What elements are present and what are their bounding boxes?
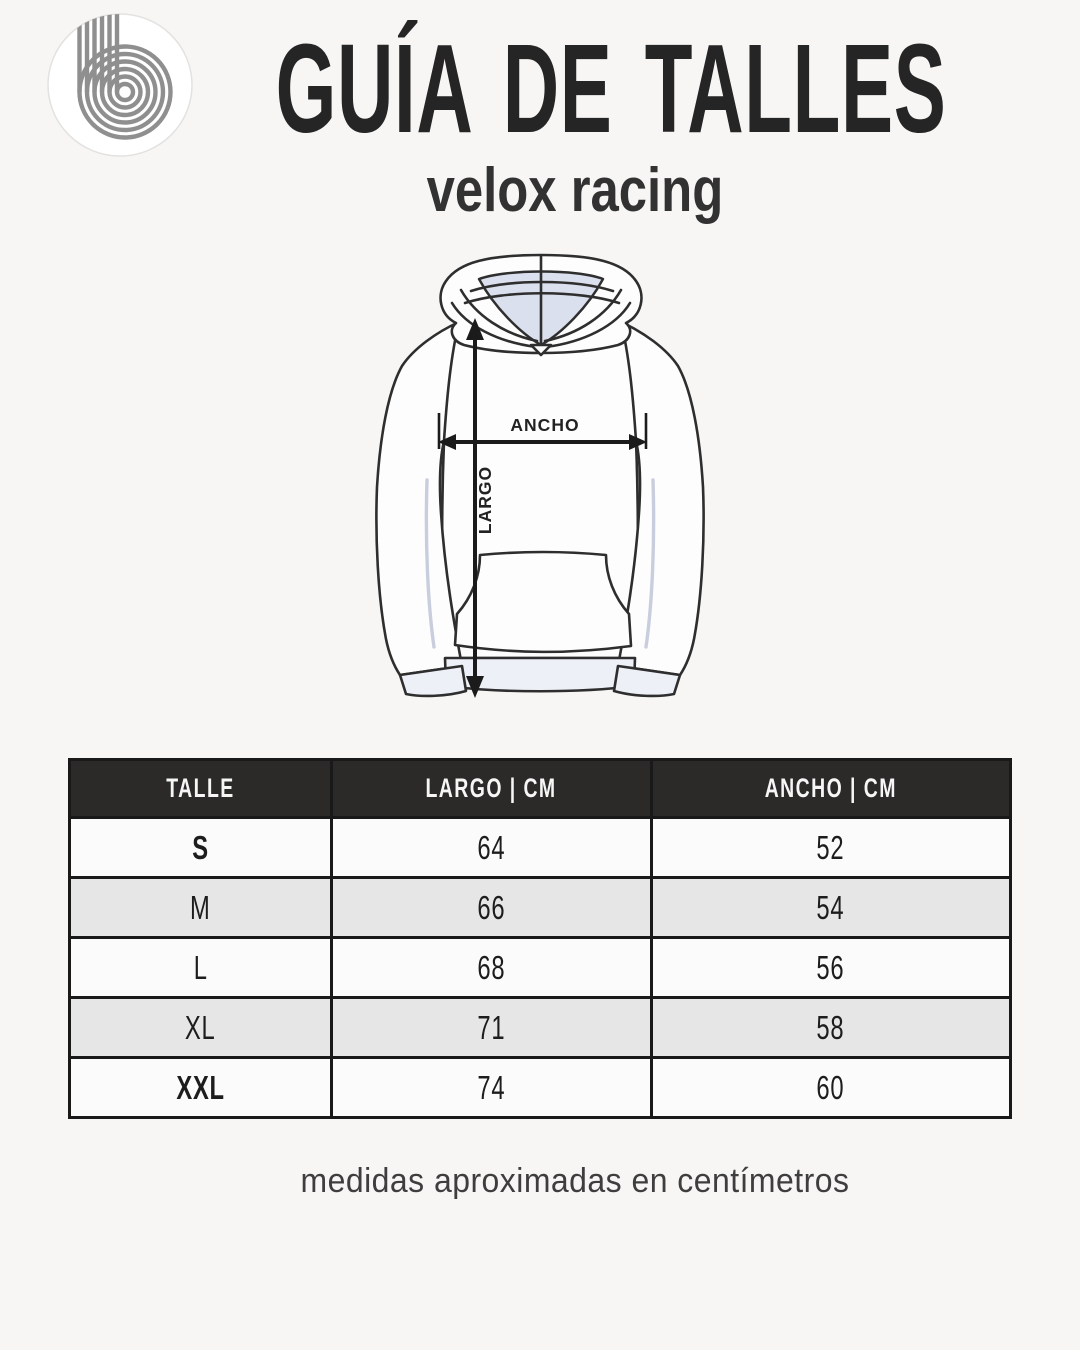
col-header-talle-label: TALLE bbox=[166, 773, 235, 803]
ancho-value: 52 bbox=[816, 828, 845, 866]
col-header-largo-label: LARGO | CM bbox=[425, 773, 557, 803]
cell-largo: 68 bbox=[329, 936, 653, 999]
left-sleeve bbox=[375, 320, 464, 677]
table-row-xxl: XXL 74 60 bbox=[68, 1056, 1013, 1119]
cell-ancho: 56 bbox=[649, 936, 1013, 999]
right-cuff bbox=[612, 664, 682, 698]
logo-b-stripes bbox=[77, 14, 173, 140]
col-header-ancho-label: ANCHO | CM bbox=[764, 773, 897, 803]
cell-talle: L bbox=[68, 936, 333, 999]
hood-rim-left-outer bbox=[450, 301, 538, 349]
cell-talle: XL bbox=[68, 996, 333, 1059]
table-row-l: L 68 56 bbox=[68, 936, 1013, 999]
cell-largo: 64 bbox=[329, 816, 653, 879]
brand-logo bbox=[45, 12, 195, 158]
length-arrow: LARGO bbox=[466, 318, 495, 698]
ancho-value: 60 bbox=[816, 1068, 845, 1106]
size-label: S bbox=[192, 828, 209, 866]
cell-largo: 66 bbox=[329, 876, 653, 939]
cell-ancho: 58 bbox=[649, 996, 1013, 1059]
page-title: GUÍA DE TALLES bbox=[275, 18, 947, 159]
table-row-m: M 66 54 bbox=[68, 876, 1013, 939]
largo-value: 74 bbox=[477, 1068, 506, 1106]
right-sleeve-shadow-line bbox=[644, 478, 656, 649]
col-header-largo: LARGO | CM bbox=[330, 758, 653, 819]
size-label: M bbox=[190, 888, 211, 926]
cell-largo: 71 bbox=[329, 996, 653, 1059]
width-arrow: ANCHO bbox=[437, 413, 648, 450]
cell-ancho: 52 bbox=[649, 816, 1013, 879]
kangaroo-pocket bbox=[453, 550, 633, 654]
width-arrow-label: ANCHO bbox=[510, 415, 579, 435]
cell-talle: XXL bbox=[68, 1056, 333, 1119]
table-row-xl: XL 71 58 bbox=[68, 996, 1013, 1059]
ancho-value: 56 bbox=[816, 948, 845, 986]
col-header-ancho: ANCHO | CM bbox=[650, 758, 1013, 819]
b-spiral-icon bbox=[47, 13, 193, 157]
largo-value: 71 bbox=[477, 1008, 506, 1046]
hoodie-diagram: LARGO ANCHO bbox=[355, 245, 725, 715]
cell-ancho: 60 bbox=[649, 1056, 1013, 1119]
page-subtitle: velox racing bbox=[426, 156, 724, 225]
table-row-s: S 64 52 bbox=[68, 816, 1013, 879]
left-cuff bbox=[398, 664, 468, 698]
ancho-value: 58 bbox=[816, 1008, 845, 1046]
length-arrow-label: LARGO bbox=[475, 466, 495, 534]
hood-rim-left-inner bbox=[459, 288, 539, 343]
ancho-value: 54 bbox=[816, 888, 845, 926]
right-sleeve bbox=[616, 320, 705, 677]
cell-largo: 74 bbox=[329, 1056, 653, 1119]
largo-value: 64 bbox=[477, 828, 506, 866]
largo-value: 66 bbox=[477, 888, 506, 926]
hood-collar-notch bbox=[529, 343, 553, 357]
header: GUÍA DE TALLES velox racing bbox=[70, 26, 1080, 222]
hood-rim-right-outer bbox=[544, 301, 632, 349]
largo-value: 68 bbox=[477, 948, 506, 986]
cell-ancho: 54 bbox=[649, 876, 1013, 939]
size-label: L bbox=[193, 948, 208, 986]
measurement-note-text: medidas aproximadas en centímetros bbox=[300, 1162, 850, 1200]
size-table: TALLE LARGO | CM ANCHO | CM S 64 52 M 66… bbox=[68, 758, 1013, 1119]
size-label: XL bbox=[185, 1008, 216, 1046]
table-header-row: TALLE LARGO | CM ANCHO | CM bbox=[68, 758, 1013, 819]
measurement-note: medidas aproximadas en centímetros bbox=[70, 1164, 1080, 1198]
cell-talle: M bbox=[68, 876, 333, 939]
hood-rim-right-inner bbox=[543, 288, 623, 343]
size-label: XXL bbox=[176, 1068, 225, 1106]
left-sleeve-shadow-line bbox=[424, 478, 436, 649]
col-header-talle: TALLE bbox=[68, 758, 333, 819]
cell-talle: S bbox=[68, 816, 333, 879]
